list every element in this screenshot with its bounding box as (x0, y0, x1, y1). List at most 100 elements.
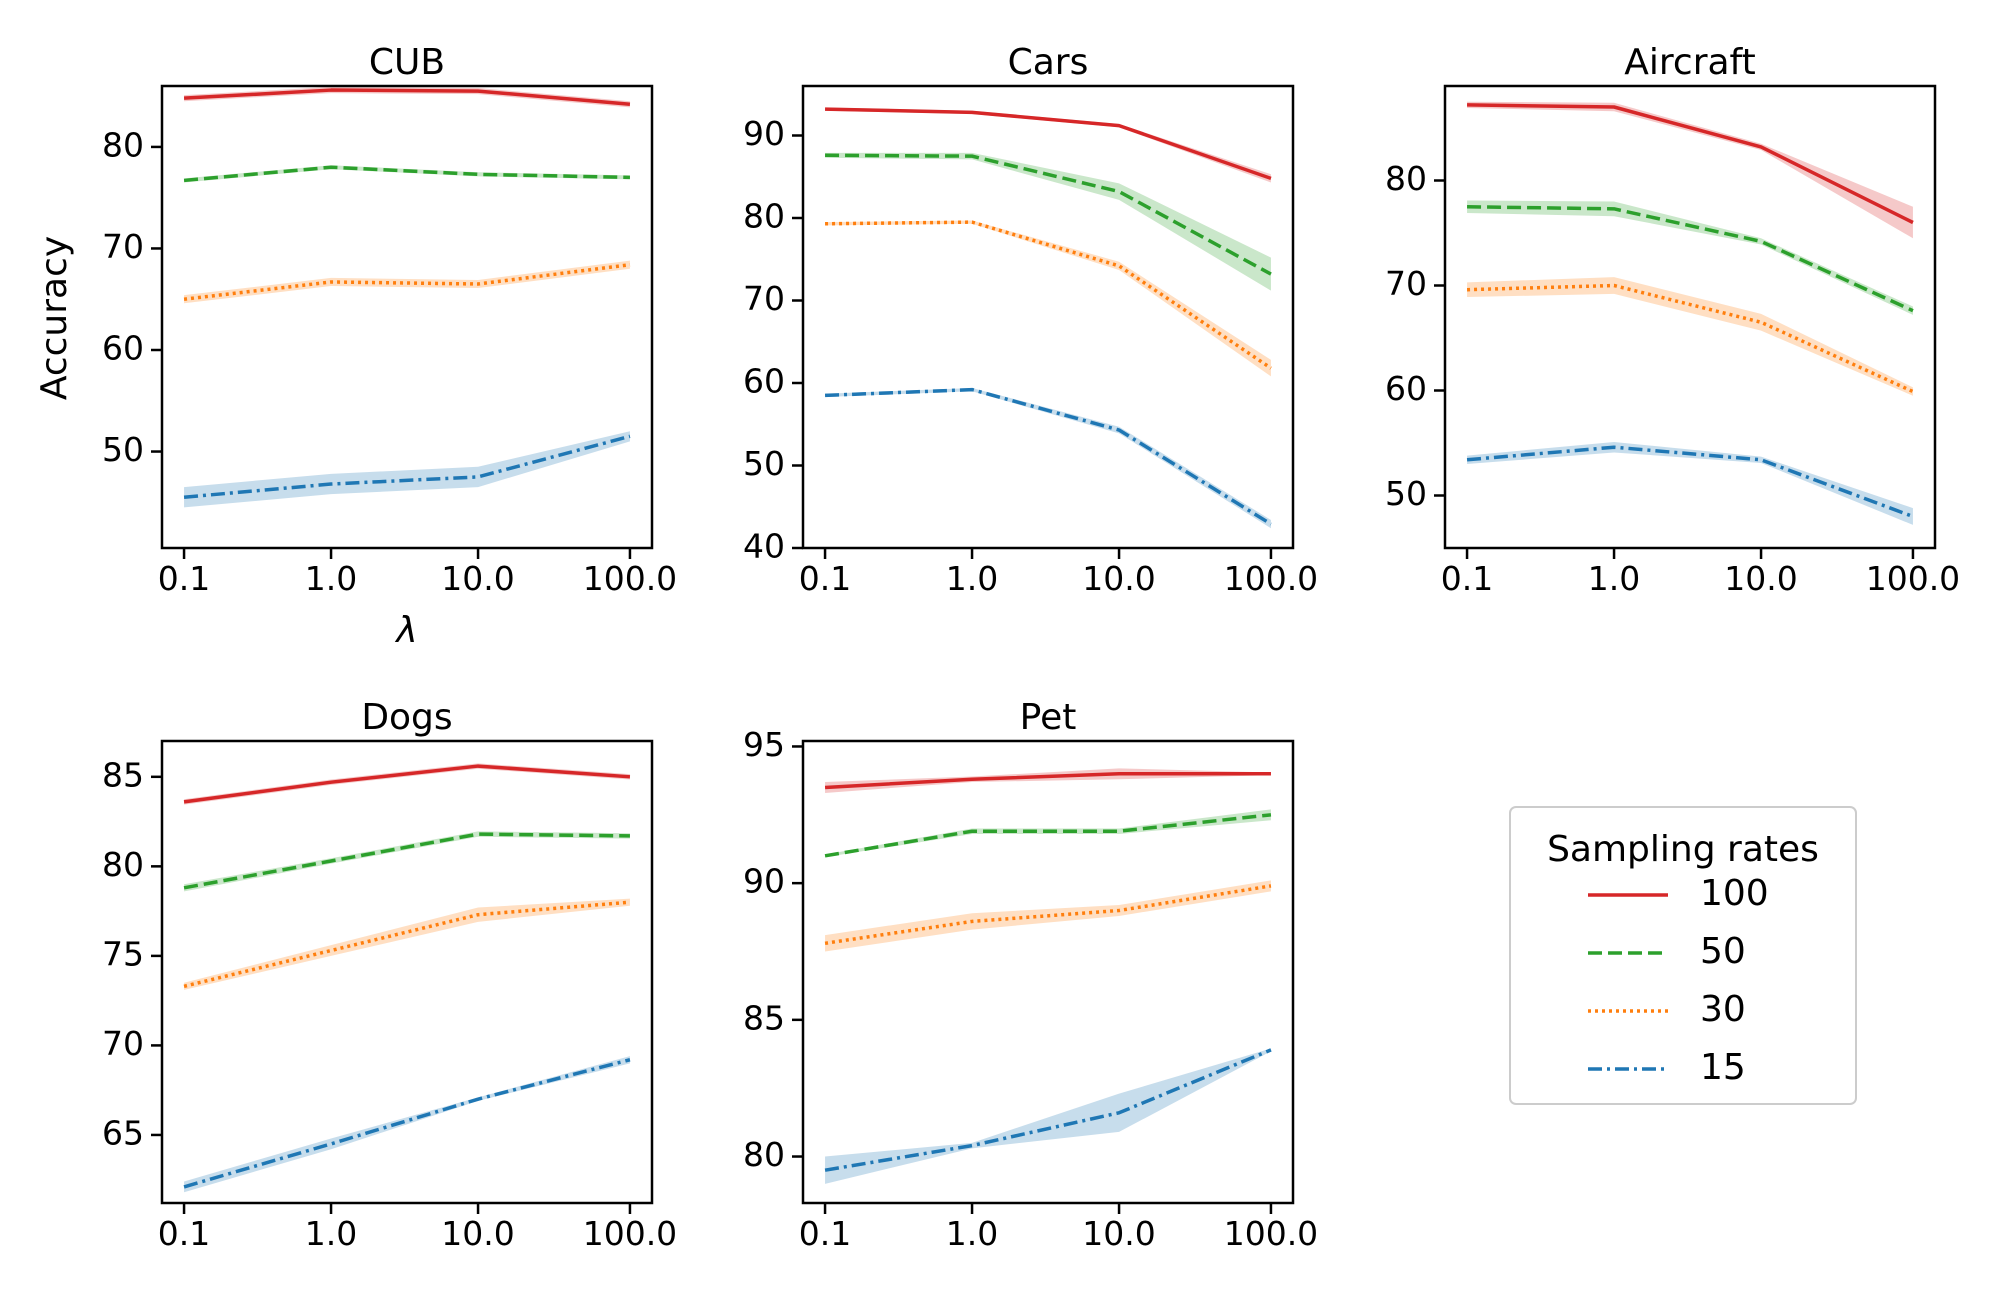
series-line-100 (825, 107, 1272, 181)
confidence-band-15 (184, 431, 630, 508)
confidence-band-100 (184, 763, 630, 805)
y-tick-label: 70 (743, 279, 785, 318)
y-tick-label: 65 (102, 1113, 144, 1152)
confidence-band-100 (1467, 101, 1913, 239)
confidence-band-50 (825, 152, 1271, 291)
y-tick-label: 90 (743, 862, 785, 901)
series-line-30 (824, 884, 1272, 946)
axes-frame (160, 739, 654, 1205)
y-tick-label: 75 (102, 934, 144, 973)
legend: Sampling rates 100 50 30 15 (1509, 806, 1857, 1105)
confidence-band-50 (1467, 200, 1913, 315)
y-tick-label: 90 (743, 114, 785, 153)
series-line-50 (183, 832, 630, 890)
subplot-cars: 40 50 60 70 80 90 0.1 1.0 10.0 100.0 Cars (743, 42, 1318, 598)
y-tick-label: 40 (743, 527, 785, 566)
y-tick-label: 80 (102, 125, 144, 164)
series-line-100 (824, 772, 1271, 790)
subplot-title: Aircraft (1624, 42, 1755, 83)
confidence-band-100 (825, 107, 1271, 183)
y-tick-label: 60 (1385, 369, 1427, 408)
legend-entries: 100 50 30 15 (1588, 873, 1769, 1088)
y-tick-label: 60 (743, 362, 785, 401)
x-tick-label: 10.0 (1724, 559, 1797, 598)
subplot-title: CUB (369, 42, 445, 83)
subplot-title: Pet (1020, 697, 1077, 738)
y-tick-label: 80 (102, 845, 144, 884)
series-line-30 (183, 262, 631, 301)
subplot-cub: 50 60 70 80 0.1 1.0 10.0 100.0 CUB λ Accuracy (34, 42, 677, 651)
x-tick-label: 1.0 (946, 559, 998, 598)
x-tick-label: 10.0 (1082, 559, 1155, 598)
confidence-band-30 (184, 260, 630, 304)
y-tick-label: 95 (743, 725, 785, 764)
subplot-title: Cars (1008, 42, 1089, 83)
series-line-15 (1466, 445, 1914, 519)
x-tick-label: 0.1 (158, 559, 210, 598)
subplot-panels: 50 60 70 80 0.1 1.0 10.0 100.0 CUB λ Accuracy 40 50 6… (34, 42, 1960, 1253)
x-tick-label: 0.1 (1441, 559, 1493, 598)
y-axis-label: Accuracy (34, 236, 75, 400)
legend-label-15: 15 (1700, 1047, 1746, 1088)
y-tick-label: 80 (743, 197, 785, 236)
confidence-band-15 (184, 1056, 630, 1193)
subplot-title: Dogs (361, 697, 452, 738)
y-tick-label: 80 (1385, 159, 1427, 198)
series-line-50 (183, 165, 630, 183)
axes-frame (1443, 84, 1937, 550)
y-tick-label: 50 (102, 430, 144, 469)
x-tick-label: 100.0 (583, 559, 677, 598)
x-tick-label: 1.0 (1588, 559, 1640, 598)
y-tick-label: 50 (743, 444, 785, 483)
confidence-band-30 (1467, 277, 1913, 396)
series-line-30 (183, 900, 631, 989)
x-tick-label: 100.0 (1224, 559, 1318, 598)
x-tick-label: 1.0 (305, 559, 357, 598)
x-tick-label: 100.0 (583, 1214, 677, 1253)
confidence-band-50 (825, 809, 1271, 858)
y-tick-label: 60 (102, 329, 144, 368)
subplot-aircraft: 50 60 70 80 0.1 1.0 10.0 100.0 Aircraft (1385, 42, 1960, 598)
x-tick-label: 10.0 (441, 1214, 514, 1253)
axes-frame (801, 739, 1295, 1205)
x-tick-label: 10.0 (1082, 1214, 1155, 1253)
legend-label-30: 30 (1700, 989, 1746, 1030)
legend-frame (1509, 806, 1857, 1105)
x-tick-label: 100.0 (1866, 559, 1960, 598)
x-tick-label: 0.1 (158, 1214, 210, 1253)
y-tick-label: 70 (102, 1024, 144, 1063)
subplot-dogs: 65 70 75 80 85 0.1 1.0 10.0 100.0 Dogs (102, 697, 677, 1253)
axes-frame (801, 84, 1295, 550)
series-line-15 (183, 1058, 631, 1189)
confidence-band-50 (184, 831, 630, 892)
y-tick-label: 70 (102, 227, 144, 266)
series-line-100 (183, 88, 631, 107)
series-line-15 (824, 1048, 1272, 1172)
x-axis-label: λ (394, 610, 417, 651)
series-line-100 (1467, 103, 1914, 225)
y-tick-label: 70 (1385, 264, 1427, 303)
series-line-15 (183, 434, 631, 499)
x-tick-label: 1.0 (305, 1214, 357, 1253)
x-tick-label: 100.0 (1224, 1214, 1318, 1253)
y-tick-label: 85 (743, 998, 785, 1037)
y-tick-label: 50 (1385, 474, 1427, 513)
series-line-50 (824, 813, 1272, 858)
confidence-band-15 (825, 1048, 1271, 1184)
confidence-band-30 (184, 898, 630, 990)
subplot-pet: 80 85 90 95 0.1 1.0 10.0 100.0 Pet (743, 697, 1318, 1253)
y-tick-label: 80 (743, 1135, 785, 1174)
confidence-band-100 (825, 768, 1271, 793)
x-tick-label: 10.0 (441, 559, 514, 598)
series-line-50 (825, 153, 1272, 276)
series-line-100 (183, 764, 631, 804)
legend-title: Sampling rates (1547, 829, 1819, 870)
x-tick-label: 1.0 (946, 1214, 998, 1253)
x-tick-label: 0.1 (799, 1214, 851, 1253)
x-tick-label: 0.1 (799, 559, 851, 598)
axes-frame (160, 84, 654, 550)
series-line-15 (824, 387, 1272, 526)
legend-label-100: 100 (1700, 873, 1769, 914)
series-line-50 (1467, 205, 1914, 313)
